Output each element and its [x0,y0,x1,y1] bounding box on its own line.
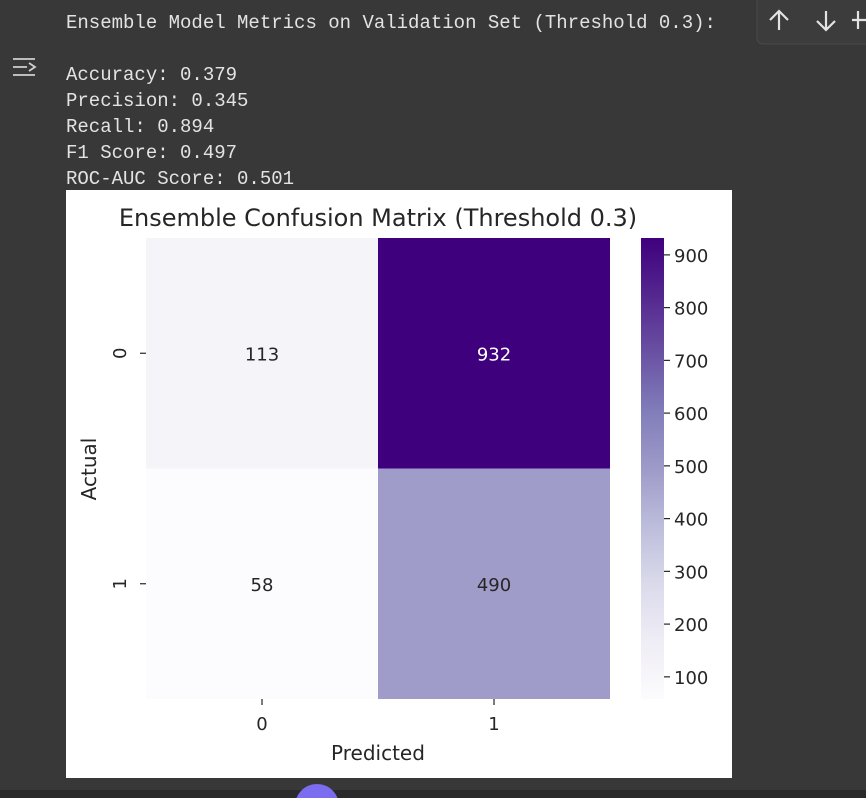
cell-annotation: 58 [251,575,274,596]
more-button[interactable] [852,11,866,29]
y-tick-label: 1 [110,578,131,589]
colorbar-tick-label: 200 [674,615,708,636]
toolbar-box [756,0,866,45]
heatmap-cell [146,468,378,699]
heatmap-cell [146,238,378,469]
avatar [296,784,338,798]
colorbar-tick-label: 300 [674,562,708,583]
x-axis-label: Predicted [331,741,425,765]
colorbar-tick-label: 900 [674,246,708,267]
output-header: Ensemble Model Metrics on Validation Set… [66,12,716,34]
cell-toolbar [756,0,866,45]
cell-annotation: 113 [245,344,279,365]
move-up-button[interactable] [769,9,789,30]
colorbar-tick-label: 600 [674,404,708,425]
metric-line: F1 Score: 0.497 [66,142,237,164]
metric-line: Recall: 0.894 [66,116,214,138]
heatmap-cell [378,238,610,469]
y-tick-label: 0 [110,348,131,359]
y-axis-label: Actual [77,438,101,501]
colorbar-tick-label: 400 [674,510,708,531]
colorbar-tick-label: 800 [674,299,708,320]
colorbar-tick-label: 100 [674,668,708,689]
colorbar-tick-label: 700 [674,351,708,372]
colorbar [641,238,664,699]
colorbar-tick-label: 500 [674,457,708,478]
metric-line: Precision: 0.345 [66,90,248,112]
metric-line: Accuracy: 0.379 [66,64,237,86]
chart-title: Ensemble Confusion Matrix (Threshold 0.3… [119,204,637,232]
x-tick-label: 1 [488,714,499,735]
cell-border [0,790,866,798]
heatmap-cell [378,468,610,699]
move-down-button[interactable] [816,11,836,32]
output-icon[interactable] [13,58,37,76]
metric-line: ROC-AUC Score: 0.501 [66,168,294,190]
x-tick-label: 0 [256,714,267,735]
cell-annotation: 490 [477,575,511,596]
cell-annotation: 932 [477,344,511,365]
